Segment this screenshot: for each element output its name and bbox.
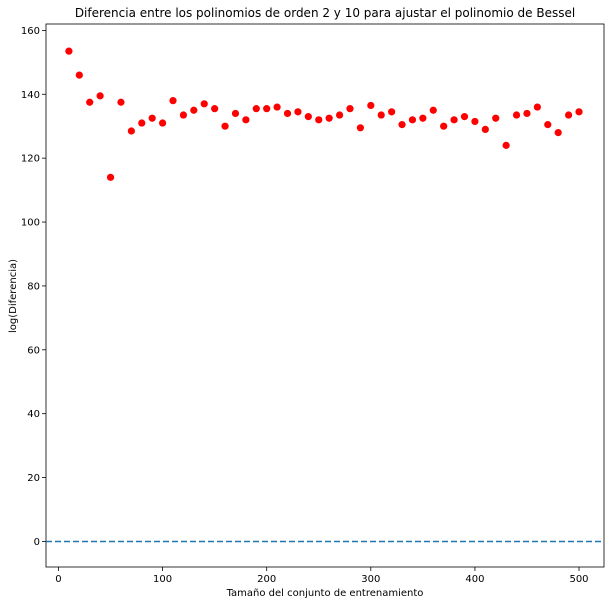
y-axis-label: log(Diferencia) <box>8 259 19 333</box>
data-point <box>565 111 573 119</box>
data-point <box>252 105 260 113</box>
x-tick-label: 0 <box>55 574 61 585</box>
data-point <box>127 127 135 135</box>
data-point <box>138 119 146 127</box>
data-point <box>263 105 271 113</box>
x-tick-label: 500 <box>569 574 588 585</box>
data-point <box>65 47 73 55</box>
data-point <box>429 106 437 114</box>
data-point <box>75 71 83 79</box>
data-point <box>377 111 385 119</box>
data-point <box>179 111 188 119</box>
x-tick-label: 400 <box>465 574 484 585</box>
x-axis-label: Tamaño del conjunto de entrenamiento <box>226 588 424 599</box>
data-point <box>388 108 396 116</box>
data-point <box>158 119 167 127</box>
y-tick-label: 0 <box>34 537 40 548</box>
data-point <box>242 116 250 124</box>
chart-title: Diferencia entre los polinomios de orden… <box>75 6 575 20</box>
data-point <box>481 125 489 134</box>
data-point <box>460 113 469 121</box>
x-tick-label: 300 <box>361 574 380 585</box>
data-point <box>294 108 302 116</box>
data-point <box>200 100 208 108</box>
data-point <box>283 109 292 118</box>
x-tick-label: 100 <box>153 574 172 585</box>
data-point <box>221 122 229 130</box>
y-tick-label: 80 <box>27 281 40 292</box>
data-point <box>335 111 344 119</box>
y-tick-label: 120 <box>21 154 40 165</box>
data-point <box>512 111 521 119</box>
data-point <box>117 98 125 106</box>
data-point <box>106 173 115 181</box>
data-point <box>367 101 375 110</box>
data-point <box>169 97 177 105</box>
x-tick-label: 200 <box>257 574 276 585</box>
data-point <box>315 116 323 124</box>
data-point <box>304 113 312 121</box>
data-point <box>523 109 531 118</box>
plot-area: 0 100 200 300 400 500 0 20 40 60 80 100 120 140 160 <box>21 23 605 585</box>
y-tick-label: 160 <box>21 26 40 37</box>
data-point <box>471 117 479 126</box>
data-point <box>533 103 541 111</box>
data-point <box>190 106 198 114</box>
data-point <box>492 114 500 122</box>
data-point <box>96 92 104 100</box>
data-point <box>231 109 240 118</box>
y-tick-label: 40 <box>27 409 40 420</box>
data-point <box>86 98 94 106</box>
data-point <box>450 116 458 124</box>
data-point <box>273 103 281 111</box>
data-point <box>575 108 583 116</box>
y-tick-label: 60 <box>27 345 40 356</box>
y-tick-label: 140 <box>21 90 40 101</box>
y-tick-label: 20 <box>27 473 40 484</box>
data-point <box>325 114 333 122</box>
data-point <box>502 141 510 149</box>
data-point <box>148 114 156 122</box>
data-point <box>211 105 219 113</box>
data-point <box>554 129 562 137</box>
plot-frame <box>45 23 605 568</box>
y-tick-label: 100 <box>21 218 40 229</box>
data-point <box>544 121 552 129</box>
data-point <box>346 105 354 113</box>
data-point <box>356 124 364 132</box>
data-point <box>408 116 417 124</box>
data-point <box>398 121 406 129</box>
data-point <box>440 122 448 130</box>
data-point <box>419 114 427 122</box>
